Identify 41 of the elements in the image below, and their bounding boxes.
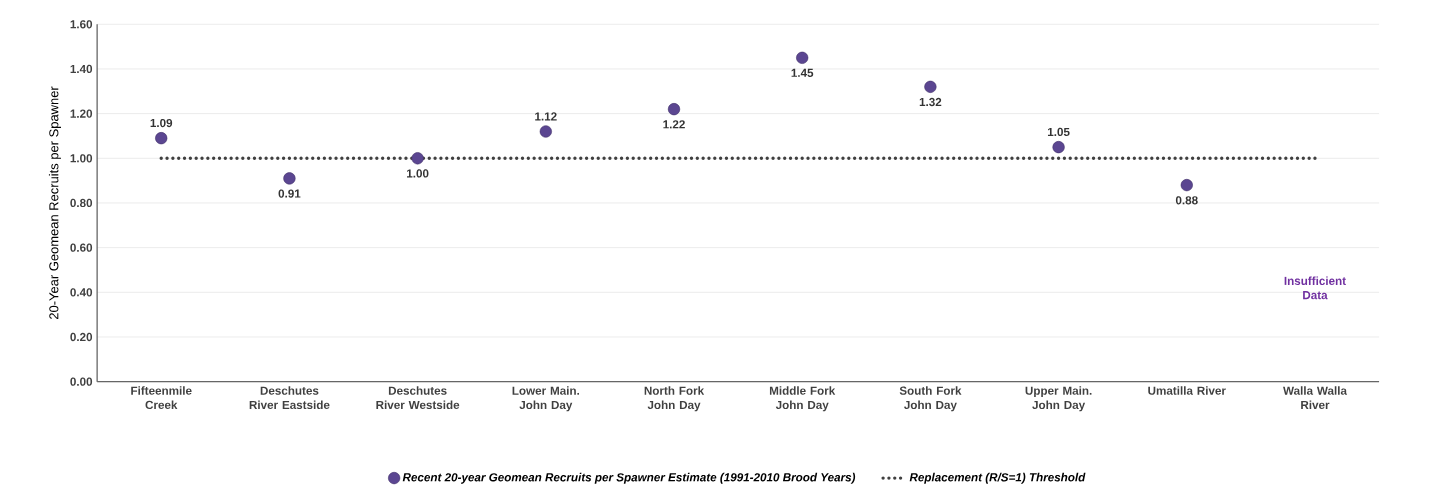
legend-label: Recent 20-year Geomean Recruits per Spawner Estimate (1991-2010 Brood Years) [402,472,856,484]
x-tick-label: Middle Fork John Day [769,386,836,412]
data-label: 1.32 [919,97,942,107]
point [283,172,296,185]
y-tick-label: 0.00 [70,377,93,386]
y-axis-title: 20-Year Geomean Recruits per Spawner [48,86,61,320]
data-label: 1.12 [535,112,557,121]
data-label: 1.09 [150,118,173,128]
x-tick-label: Upper Main. John Day [1025,386,1092,412]
legend-label: Replacement (R/S=1) Threshold [909,472,1086,484]
x-tick-label: North Fork John Day [644,386,705,412]
data-label: 0.91 [278,189,301,198]
y-tick-label: 1.60 [70,20,93,29]
data-label: 1.00 [407,169,429,178]
y-tick-label: 1.00 [70,154,93,163]
x-tick-label: Lower Main. John Day [512,386,579,412]
point [411,152,424,165]
y-tick-label: 1.20 [70,109,93,118]
y-tick-label: 0.20 [70,332,93,342]
point [155,132,168,145]
data-label: 1.22 [663,120,685,129]
x-tick-label: Fifteenmile Creek [131,386,192,410]
x-tick-label: Deschutes River Westside [376,386,460,410]
x-tick-label: South Fork John Day [899,386,962,412]
x-tick-label: Walla Walla River [1283,386,1348,410]
point [924,80,937,93]
point [796,51,809,64]
y-tick-label: 0.80 [70,198,93,208]
data-label: 1.05 [1047,127,1070,137]
y-tick-label: 1.40 [70,64,93,74]
data-label: 0.88 [1175,196,1198,205]
point [1052,141,1065,154]
y-tick-label: 0.60 [70,243,93,252]
x-tick-label: Umatilla River [1148,386,1226,395]
point [1180,179,1193,192]
point [667,103,681,116]
data-label: 1.45 [791,68,814,77]
y-tick-label: 0.40 [70,288,93,297]
x-tick-label: Deschutes River Eastside [249,386,330,410]
point [539,125,552,138]
annotation: Insufficient Data [1284,276,1346,300]
